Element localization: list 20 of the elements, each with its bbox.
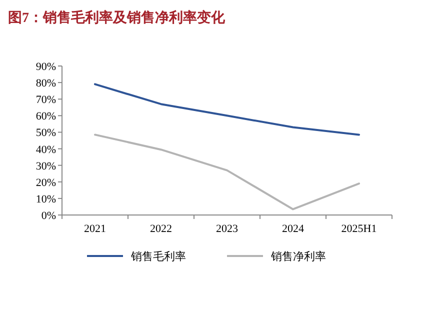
x-tick-label: 2025H1 bbox=[341, 223, 377, 235]
y-tick-label: 0% bbox=[41, 210, 56, 222]
x-tick-label: 2021 bbox=[84, 223, 106, 235]
x-tick-label: 2024 bbox=[282, 223, 304, 235]
legend-label: 销售毛利率 bbox=[130, 250, 186, 263]
y-tick-label: 80% bbox=[36, 78, 56, 90]
legend-label: 销售净利率 bbox=[270, 250, 326, 263]
y-tick-label: 40% bbox=[36, 144, 56, 156]
x-tick-label: 2022 bbox=[150, 223, 172, 235]
chart-title: 图7：销售毛利率及销售净利率变化 bbox=[8, 9, 226, 26]
y-tick-label: 70% bbox=[36, 94, 56, 106]
line-series bbox=[94, 83, 360, 136]
x-tick-label: 2023 bbox=[216, 223, 238, 235]
y-tick-label: 90% bbox=[36, 61, 56, 73]
y-tick-label: 10% bbox=[36, 193, 56, 206]
line-series bbox=[94, 134, 360, 210]
y-tick-label: 60% bbox=[36, 110, 56, 123]
y-tick-label: 30% bbox=[36, 160, 56, 172]
y-tick-label: 20% bbox=[36, 176, 56, 189]
y-tick-label: 50% bbox=[36, 127, 56, 140]
